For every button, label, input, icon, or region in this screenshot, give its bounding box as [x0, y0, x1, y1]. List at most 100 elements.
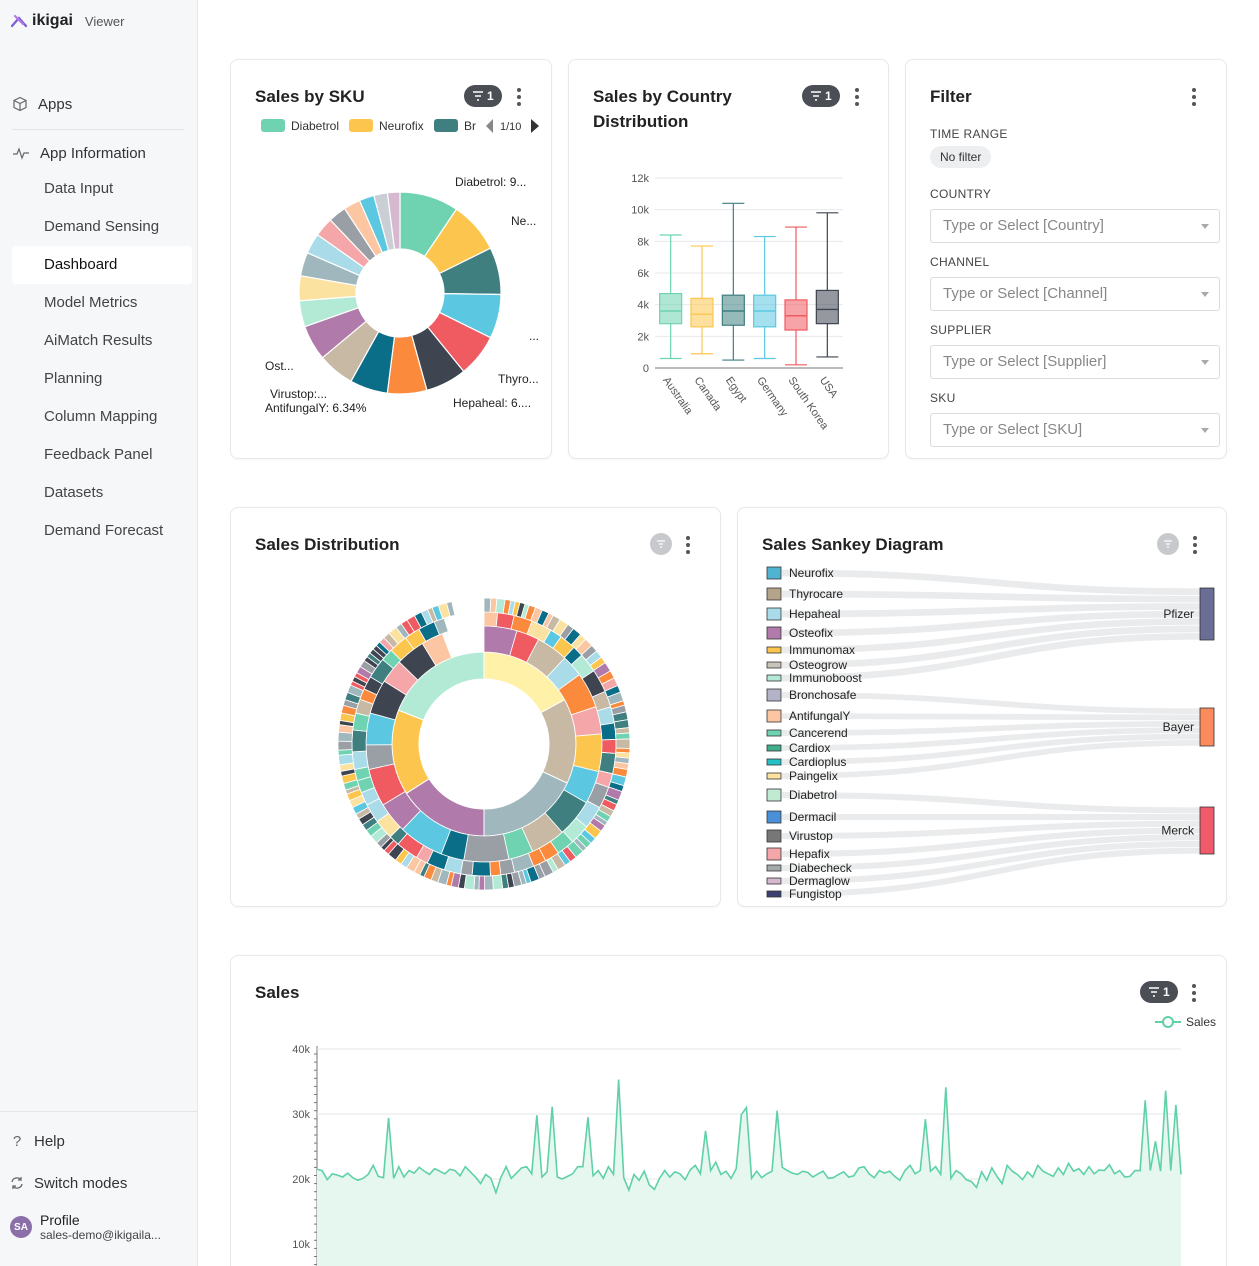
more-menu-icon[interactable]: [1191, 984, 1197, 1002]
box-egypt[interactable]: [721, 202, 745, 361]
sunburst-ring4-segment[interactable]: [492, 874, 504, 891]
filter-badge[interactable]: 1: [464, 85, 502, 107]
sankey-source-node[interactable]: [766, 744, 782, 752]
sidebar-item-demand-sensing[interactable]: Demand Sensing: [44, 218, 160, 235]
sankey-flow[interactable]: [781, 840, 1201, 885]
sidebar-item-datasets[interactable]: Datasets: [44, 484, 104, 501]
sankey-flow[interactable]: [781, 603, 1201, 618]
sunburst-ring4-segment[interactable]: [338, 753, 354, 766]
sankey-source-node[interactable]: [766, 587, 782, 601]
sidebar-item-column-mapping[interactable]: Column Mapping: [44, 408, 158, 425]
sankey-source-node[interactable]: [766, 661, 782, 669]
sankey-source-node[interactable]: [766, 566, 782, 580]
sidebar-item-demand-forecast[interactable]: Demand Forecast: [44, 522, 164, 539]
more-menu-icon[interactable]: [1191, 88, 1197, 106]
box-germany[interactable]: [753, 235, 777, 360]
more-menu-icon[interactable]: [854, 88, 860, 106]
sunburst-ring3-segment[interactable]: [471, 861, 491, 877]
sunburst-ring4-segment[interactable]: [615, 738, 631, 749]
sunburst-ring4-segment[interactable]: [337, 740, 353, 751]
more-menu-icon[interactable]: [685, 536, 691, 554]
sankey-flow[interactable]: [781, 827, 1201, 858]
sankey-flow[interactable]: [781, 618, 1201, 654]
sankey-flow[interactable]: [781, 739, 1201, 779]
sankey-flow[interactable]: [781, 590, 1201, 603]
pager-prev-icon[interactable]: [486, 119, 493, 133]
sunburst-ring3-segment[interactable]: [601, 739, 617, 754]
sankey-source-node[interactable]: [766, 864, 782, 872]
filter-button[interactable]: [1157, 533, 1179, 555]
sankey-source-node[interactable]: [766, 810, 782, 824]
sankey-source-node[interactable]: [766, 847, 782, 861]
sankey-source-node[interactable]: [766, 626, 782, 640]
sunburst-ring3-segment[interactable]: [483, 611, 499, 628]
sankey-source-node[interactable]: [766, 709, 782, 723]
sankey-source-node[interactable]: [766, 729, 782, 737]
sunburst-ring3-segment[interactable]: [351, 750, 369, 770]
sankey-source-node[interactable]: [766, 788, 782, 802]
sankey-target-node[interactable]: [1199, 806, 1215, 855]
sankey-target-node[interactable]: [1199, 587, 1215, 641]
sunburst-ring2-segment[interactable]: [463, 833, 510, 863]
sidebar-item-feedback-panel[interactable]: Feedback Panel: [44, 446, 153, 463]
sales-line[interactable]: [316, 1079, 1182, 1196]
sidebar-item-planning[interactable]: Planning: [44, 370, 103, 387]
switch-modes-link[interactable]: Switch modes: [10, 1172, 190, 1194]
sankey-flow[interactable]: [781, 610, 1201, 637]
box-australia[interactable]: [659, 234, 683, 360]
sunburst-ring4-segment[interactable]: [615, 732, 631, 740]
sankey-flow[interactable]: [781, 692, 1201, 715]
sidebar-item-dashboard[interactable]: Dashboard: [12, 246, 192, 284]
pie-slice[interactable]: [386, 191, 401, 251]
filter-badge[interactable]: 1: [802, 85, 840, 107]
time-range-chip[interactable]: No filter: [930, 146, 992, 168]
box-canada[interactable]: [690, 245, 714, 355]
help-link[interactable]: ? Help: [10, 1130, 190, 1152]
sankey-source-node[interactable]: [766, 688, 782, 702]
sunburst-ring3-segment[interactable]: [489, 860, 502, 877]
sankey-flow[interactable]: [781, 791, 1201, 814]
sankey-flow[interactable]: [781, 820, 1201, 840]
sunburst-ring4-segment[interactable]: [337, 731, 353, 742]
sku-select[interactable]: Type or Select [SKU]: [930, 413, 1220, 447]
sankey-source-node[interactable]: [766, 829, 782, 843]
sunburst-ring3-segment[interactable]: [498, 858, 516, 876]
sankey-flow[interactable]: [781, 632, 1201, 682]
sunburst-ring2-segment[interactable]: [572, 733, 603, 773]
profile[interactable]: SA Profile sales-demo@ikigaila...: [10, 1212, 161, 1242]
sankey-source-node[interactable]: [766, 674, 782, 682]
box-usa[interactable]: [815, 212, 839, 358]
supplier-select[interactable]: Type or Select [Supplier]: [930, 345, 1220, 379]
filter-button[interactable]: [650, 533, 672, 555]
sunburst-ring4-segment[interactable]: [483, 597, 492, 613]
sidebar-item-model-metrics[interactable]: Model Metrics: [44, 294, 138, 311]
sankey-flow[interactable]: [781, 727, 1201, 751]
brand[interactable]: ikigai Viewer: [10, 12, 124, 30]
sankey-flow[interactable]: [781, 733, 1201, 765]
sunburst-ring4-segment[interactable]: [478, 875, 486, 891]
sankey-flow[interactable]: [781, 847, 1201, 898]
sankey-flow[interactable]: [781, 569, 1201, 596]
sankey-source-node[interactable]: [766, 772, 782, 780]
sankey-flow[interactable]: [781, 625, 1201, 669]
pager-next-icon[interactable]: [531, 119, 539, 133]
sankey-flow[interactable]: [781, 713, 1201, 721]
sunburst-ring4-segment[interactable]: [446, 601, 456, 617]
sunburst-ring3-segment[interactable]: [600, 722, 617, 741]
channel-select[interactable]: Type or Select [Channel]: [930, 277, 1220, 311]
sankey-flow[interactable]: [781, 720, 1201, 736]
sidebar-item-data-input[interactable]: Data Input: [44, 180, 114, 197]
more-menu-icon[interactable]: [1192, 536, 1198, 554]
sunburst-ring4-segment[interactable]: [484, 875, 494, 891]
sankey-source-node[interactable]: [766, 607, 782, 621]
sankey-source-node[interactable]: [766, 890, 782, 898]
filter-badge[interactable]: 1: [1140, 981, 1178, 1003]
sunburst-ring3-segment[interactable]: [351, 729, 368, 753]
sankey-target-node[interactable]: [1199, 707, 1215, 747]
nav-section-app-information[interactable]: App Information: [12, 142, 184, 164]
box-south-korea[interactable]: [784, 226, 808, 366]
nav-apps[interactable]: Apps: [12, 93, 184, 115]
sidebar-item-aimatch-results[interactable]: AiMatch Results: [44, 332, 153, 349]
more-menu-icon[interactable]: [516, 88, 522, 106]
country-select[interactable]: Type or Select [Country]: [930, 209, 1220, 243]
